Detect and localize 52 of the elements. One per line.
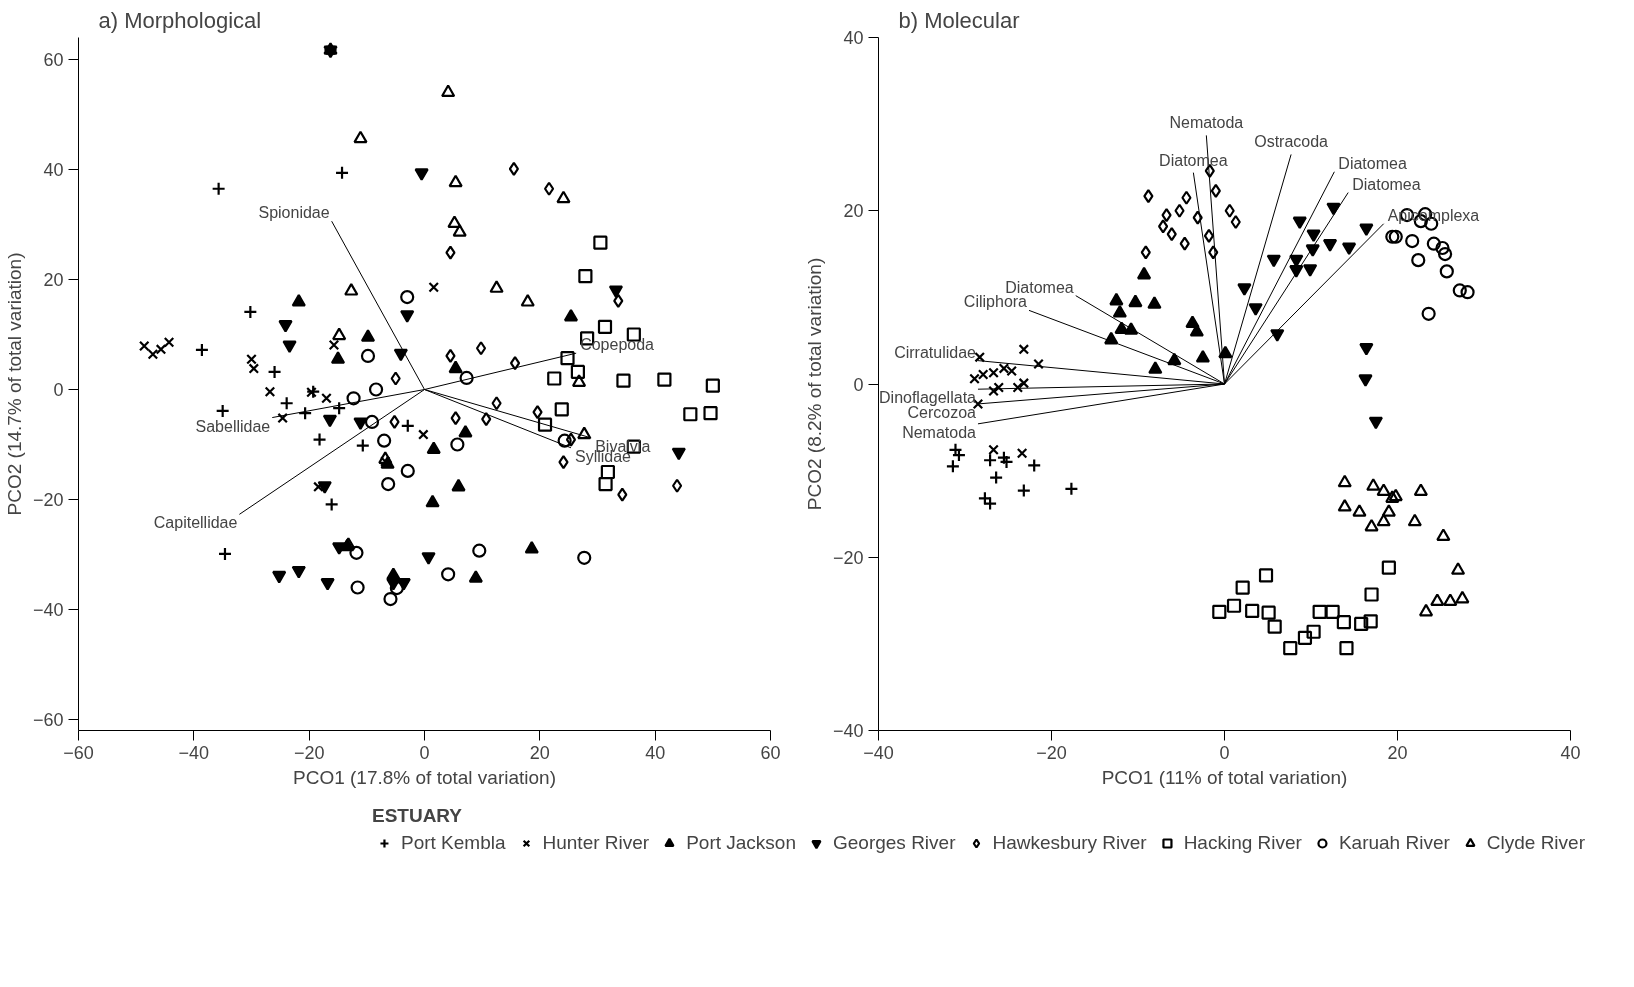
legend-label: Port Jackson [686, 832, 796, 854]
x-tick-label: 20 [529, 742, 550, 763]
x-tick-label: −20 [293, 742, 325, 763]
y-tick-label: −20 [832, 547, 864, 568]
legend-label: Georges River [832, 832, 956, 854]
x-tick-label: −60 [63, 742, 94, 763]
y-tick-label: 40 [43, 160, 64, 180]
x-tick-label: 0 [419, 742, 430, 763]
annotation: Spionidae [258, 204, 330, 222]
x-tick-label: −20 [1036, 742, 1067, 763]
legend-label: Port Kembla [400, 832, 506, 854]
legend-label: Hunter River [542, 832, 650, 854]
annotation: Diatomea [1352, 175, 1421, 193]
y-tick-label: 0 [53, 380, 64, 400]
annotation: Diatomea [1338, 154, 1407, 172]
y-tick-label: −60 [32, 710, 64, 730]
legend-label: Hawkesbury River [992, 832, 1147, 854]
y-tick-label: −20 [32, 490, 64, 510]
annotation: Capitellidae [153, 514, 238, 532]
annotation: Sabellidae [195, 417, 271, 435]
legend-label: Clyde River [1486, 832, 1585, 854]
annotation: Copepoda [580, 336, 655, 354]
chart-title: b) Molecular [898, 7, 1020, 33]
x-axis-title: PCO1 (17.8% of total variation) [293, 766, 556, 788]
y-tick-label: 20 [43, 270, 64, 290]
legend-label: Hacking River [1183, 832, 1302, 854]
annotation: Diatomea [1005, 278, 1074, 296]
x-tick-label: 0 [1219, 742, 1230, 763]
y-tick-label: −40 [32, 600, 64, 620]
legend-title: ESTUARY [371, 805, 464, 827]
annotation: Ostracoda [1254, 133, 1329, 151]
x-tick-label: 20 [1387, 742, 1408, 763]
y-tick-label: 20 [843, 201, 864, 222]
y-tick-label: 60 [43, 50, 64, 70]
annotation: Dinoflagellata [879, 389, 977, 407]
y-tick-label: −40 [832, 721, 864, 741]
annotation: Nematoda [902, 423, 977, 441]
x-tick-label: 40 [645, 742, 666, 763]
chart-title: a) Morphological [98, 7, 262, 33]
x-axis-title: PCO1 (11% of total variation) [1101, 766, 1348, 788]
legend-label: Karuah River [1338, 832, 1450, 854]
annotation: Ciliphora [963, 293, 1028, 311]
y-axis-title: PCO2 (8.2% of total variation) [803, 257, 825, 511]
x-tick-label: −40 [863, 742, 894, 763]
x-tick-label: 60 [760, 742, 781, 763]
x-tick-label: −40 [178, 742, 210, 763]
y-tick-label: 0 [853, 374, 864, 395]
x-tick-label: 40 [1560, 742, 1581, 763]
annotation: Nematoda [1169, 114, 1244, 132]
y-tick-label: 40 [843, 28, 864, 48]
annotation: Cirratulidae [894, 343, 977, 361]
y-axis-title: PCO2 (14.7% of total variation) [3, 252, 25, 516]
